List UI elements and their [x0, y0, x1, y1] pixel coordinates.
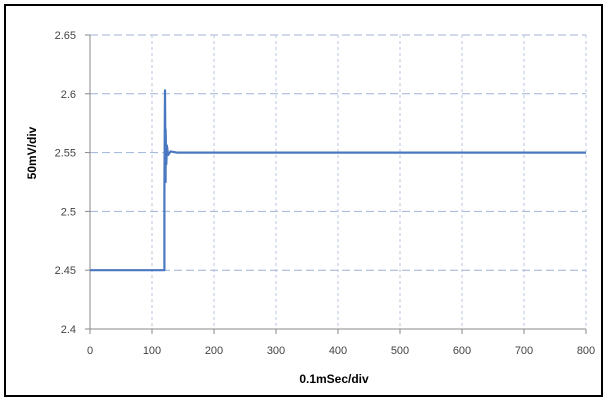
- series-line: [90, 89, 586, 272]
- chart-frame: [4, 4, 603, 397]
- x-tick-label: 600: [453, 345, 471, 357]
- y-axis-label: 50mV/div: [25, 126, 39, 179]
- x-tick-label: 200: [205, 345, 223, 357]
- x-tick-label: 400: [329, 345, 347, 357]
- x-tick-label: 100: [143, 345, 161, 357]
- y-tick-label: 2.4: [61, 324, 76, 336]
- x-tick-label: 0: [87, 345, 93, 357]
- x-tick-label: 300: [267, 345, 285, 357]
- x-axis-label: 0.1mSec/div: [299, 372, 369, 386]
- y-tick-label: 2.5: [61, 206, 76, 218]
- y-tick-label: 2.65: [55, 30, 76, 42]
- x-tick-label: 500: [391, 345, 409, 357]
- x-tick-label: 700: [515, 345, 533, 357]
- y-tick-label: 2.6: [61, 89, 76, 101]
- y-tick-label: 2.45: [55, 265, 76, 277]
- x-tick-label: 800: [577, 345, 595, 357]
- y-tick-label: 2.55: [55, 148, 76, 160]
